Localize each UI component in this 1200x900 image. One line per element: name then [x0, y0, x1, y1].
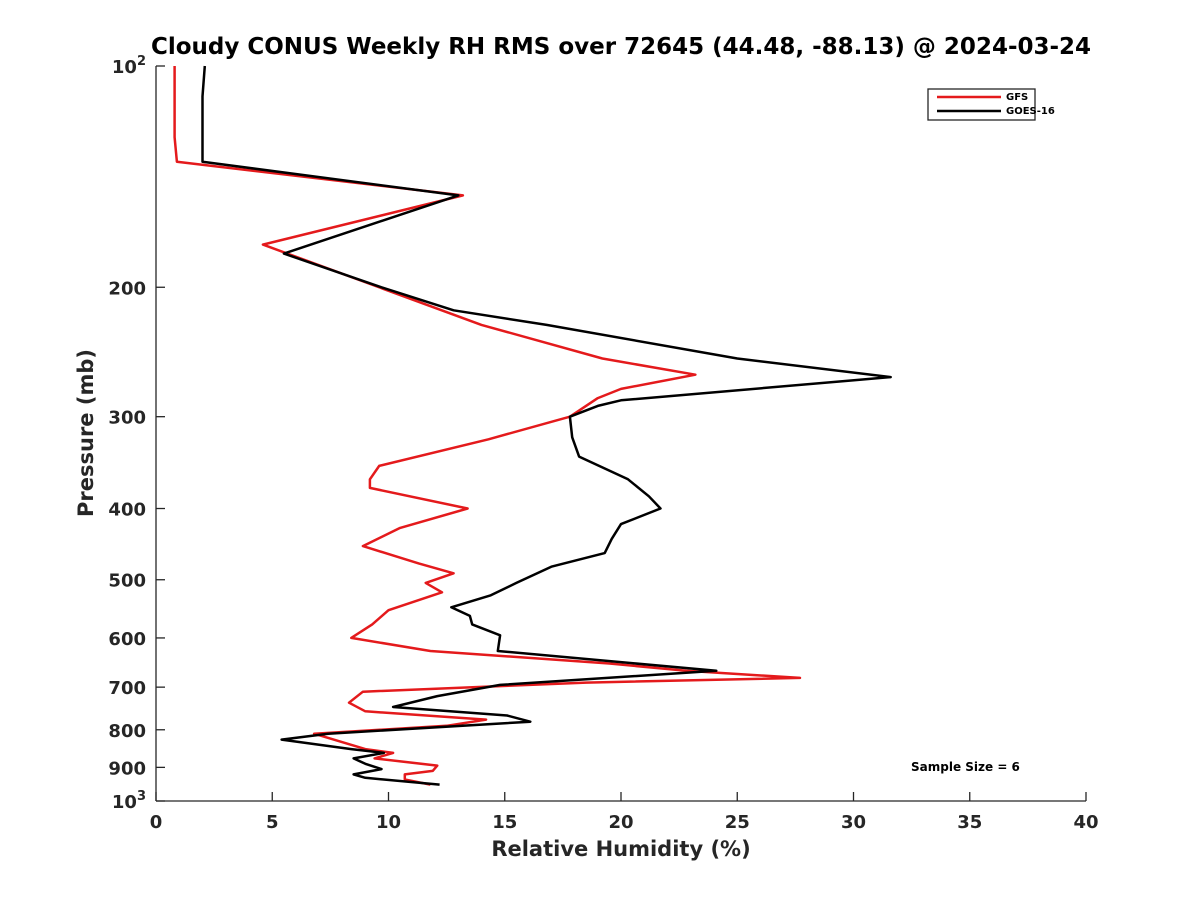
y-tick-label: 900: [108, 758, 146, 779]
y-tick-label: 103: [112, 789, 146, 813]
y-tick-label: 102: [112, 54, 146, 78]
legend-label-gfs: GFS: [1006, 92, 1028, 103]
y-tick-label: 800: [108, 721, 146, 742]
x-tick-label: 0: [150, 812, 163, 833]
x-tick-label: 40: [1073, 812, 1098, 833]
y-tick-label: 200: [108, 278, 146, 299]
chart-title: Cloudy CONUS Weekly RH RMS over 72645 (4…: [151, 34, 1091, 60]
series-line-goes-16: [201, 65, 892, 786]
y-tick-label: 600: [108, 629, 146, 650]
y-tick-label: 700: [108, 678, 146, 699]
x-tick-label: 15: [492, 812, 517, 833]
x-tick-label: 20: [608, 812, 633, 833]
x-tick-label: 30: [841, 812, 866, 833]
legend: GFS GOES-16: [927, 88, 1055, 121]
y-axis-label: Pressure (mb): [74, 349, 98, 517]
legend-label-goes16: GOES-16: [1006, 106, 1055, 117]
series-line-gfs: [173, 66, 802, 786]
x-tick-label: 5: [266, 812, 279, 833]
y-tick-label: 400: [108, 500, 146, 521]
legend-box: [927, 88, 1036, 121]
y-axis-ticks: 102 200 300 400 500 600 700 800 900 103: [108, 54, 165, 813]
x-axis-label: Relative Humidity (%): [491, 837, 750, 861]
y-tick-label: 500: [108, 571, 146, 592]
x-tick-label: 35: [957, 812, 982, 833]
sample-size-annotation: Sample Size = 6: [911, 760, 1020, 774]
series-lines: [173, 65, 892, 786]
y-tick-label: 300: [108, 408, 146, 429]
x-axis-ticks: 0 5 10 15 20 25 30 35 40: [150, 792, 1099, 833]
x-tick-label: 10: [376, 812, 401, 833]
x-tick-label: 25: [725, 812, 750, 833]
